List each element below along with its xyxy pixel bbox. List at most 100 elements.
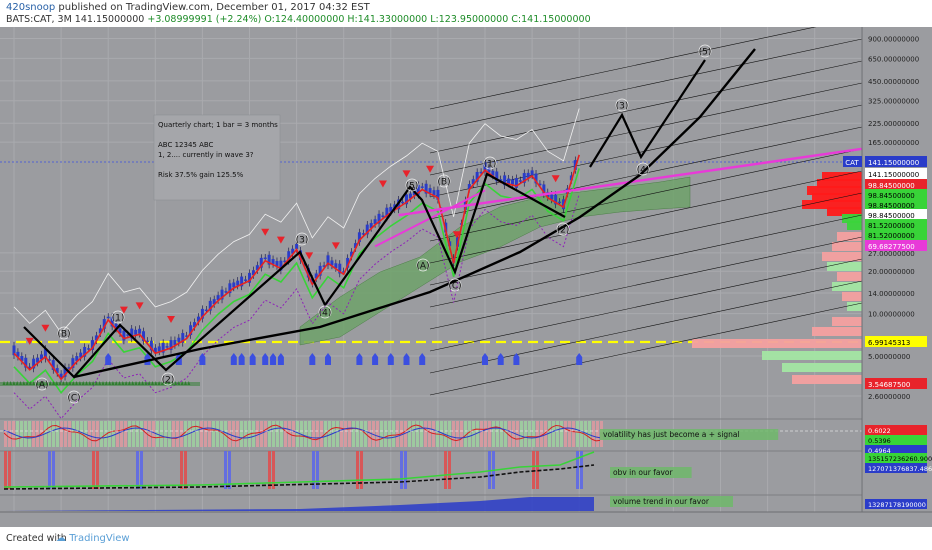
candle-body: [401, 201, 405, 204]
osc1-bar: [588, 421, 591, 447]
osc2-bar: [48, 451, 51, 489]
osc1-bar: [16, 421, 19, 447]
candle-body: [126, 334, 130, 336]
note-bg: [610, 467, 692, 478]
sell-marker: [41, 324, 50, 332]
publisher-name[interactable]: 420snoop: [6, 2, 56, 13]
osc-label-bg: [865, 453, 927, 463]
osc2-bar: [532, 451, 535, 489]
osc2-bar: [228, 451, 231, 489]
wave-label: (C): [67, 394, 80, 404]
buy-marker: [199, 353, 206, 365]
chart-canvas[interactable]: (A) (B) (C) (1) (2) (3) (4) (5) (A) (B) (C) (1) (2) (…: [0, 27, 932, 527]
candle-body: [326, 255, 330, 266]
candle-body: [471, 179, 475, 185]
candle-body: [36, 357, 40, 363]
candle-body: [200, 308, 204, 319]
note-bg: [600, 429, 779, 440]
volume-profile-bar: [847, 221, 862, 230]
candle-body: [177, 337, 181, 343]
candle-body: [573, 160, 577, 170]
osc1-bar: [516, 421, 519, 447]
osc1-bar: [172, 421, 175, 447]
y-tick-label: 14.00000000: [868, 290, 915, 298]
osc1-bar: [548, 421, 551, 447]
osc1-bar: [252, 421, 255, 447]
candle-body: [63, 366, 67, 377]
annotation-line: 1, 2.... currently in wave 3?: [158, 151, 254, 159]
osc1-bar: [320, 421, 323, 447]
osc1-bar: [52, 421, 55, 447]
price-candles: [12, 156, 577, 383]
osc1-bar: [232, 421, 235, 447]
candle-body: [110, 316, 114, 327]
wave-label-circle: [448, 278, 462, 292]
osc1-bar: [188, 421, 191, 447]
buy-marker: [513, 353, 520, 365]
buy-marker: [387, 353, 394, 365]
note-text: volume trend in our favor: [613, 497, 710, 506]
candle-body: [71, 358, 75, 368]
chart-svg[interactable]: (A) (B) (C) (1) (2) (3) (4) (5) (A) (B) (C) (1) (2) (…: [0, 27, 932, 527]
osc1-bar: [420, 421, 423, 447]
osc1-bar: [100, 421, 103, 447]
candle-body: [314, 273, 318, 279]
time-axis[interactable]: 1981198419871990199319961999200220052008…: [0, 511, 932, 527]
candle-body: [232, 282, 236, 288]
osc2-bar: [8, 451, 11, 489]
osc-label: 0.6022: [868, 427, 891, 435]
osc1-bar: [92, 421, 95, 447]
osc1-bar: [280, 421, 283, 447]
annotation-line: Quarterly chart; 1 bar = 3 months: [158, 121, 278, 129]
candle-body: [157, 346, 161, 352]
sell-marker: [167, 316, 175, 324]
channel-line: [429, 82, 863, 176]
wave-label-circle: [35, 377, 49, 391]
osc1-bar: [480, 421, 483, 447]
osc1-bar: [124, 421, 127, 447]
sell-marker: [551, 175, 560, 183]
osc-label: 13287178190000: [868, 501, 926, 509]
price-label-bg: [865, 378, 927, 389]
candle-body: [350, 251, 354, 257]
price-label-bg: [865, 336, 927, 347]
wave-label: (2): [162, 376, 175, 386]
sell-marker: [426, 165, 435, 173]
candle-body: [138, 328, 142, 334]
candle-body: [39, 354, 43, 360]
wave-label: (A): [35, 381, 48, 391]
candle-body: [145, 340, 149, 343]
candle-body: [373, 219, 377, 225]
volume-profile-bar: [802, 200, 862, 209]
candle-body: [55, 368, 59, 373]
osc1-bar: [540, 421, 543, 447]
osc1-bar: [376, 421, 379, 447]
osc1-bar: [96, 421, 99, 447]
channel-line: [429, 148, 863, 242]
candle-body: [259, 257, 263, 268]
sell-marker: [261, 228, 270, 236]
osc2-bar: [316, 451, 319, 489]
price-label-bg: [865, 199, 927, 210]
wave-label: (1): [484, 160, 497, 170]
volume-profile-bar: [692, 339, 862, 348]
osc1-bar: [108, 421, 111, 447]
price-badge-symbol: [843, 156, 862, 167]
candle-body: [185, 335, 189, 337]
buy-marker: [372, 353, 379, 365]
price-label: 98.84500000: [868, 182, 915, 190]
osc-label: 135157236260.9009: [868, 455, 932, 463]
osc1-bar: [196, 421, 199, 447]
candle-body: [487, 167, 491, 173]
price-axis[interactable]: 900.00000000 650.00000000 450.00000000 325.…: [843, 27, 932, 527]
y-tick-label: 450.00000000: [868, 78, 919, 86]
osc2-bar: [184, 451, 187, 489]
osc1-bar: [428, 421, 431, 447]
price-label-bg: [865, 179, 927, 190]
candle-body: [134, 329, 138, 335]
osc-label-bg: [865, 499, 927, 509]
buy-marker: [277, 353, 284, 365]
tradingview-logo[interactable]: ☁ TradingView: [56, 533, 130, 544]
candle-body: [212, 299, 216, 305]
candle-body: [196, 316, 200, 322]
